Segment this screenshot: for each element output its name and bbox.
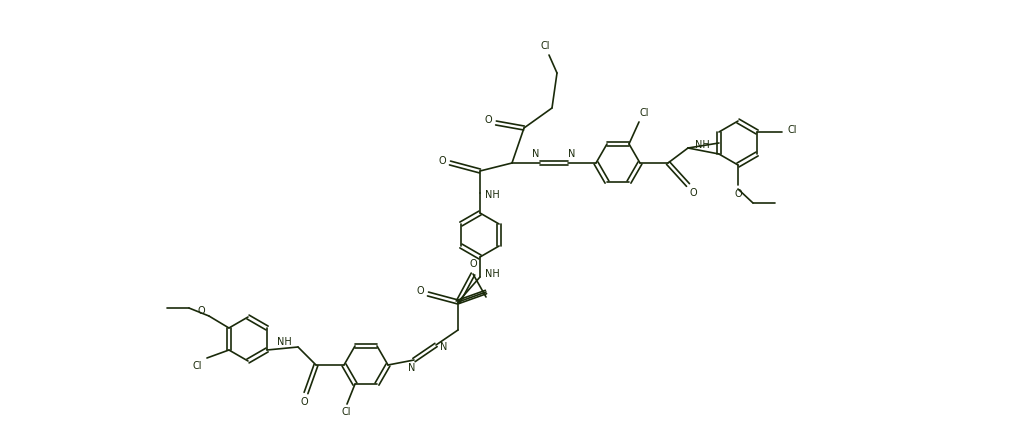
- Text: O: O: [689, 188, 697, 198]
- Text: Cl: Cl: [192, 361, 202, 371]
- Text: Cl: Cl: [540, 41, 549, 51]
- Text: Cl: Cl: [639, 108, 648, 118]
- Text: O: O: [300, 397, 308, 407]
- Text: N: N: [409, 363, 416, 373]
- Text: O: O: [416, 286, 424, 296]
- Text: O: O: [438, 156, 446, 166]
- Text: Cl: Cl: [787, 125, 796, 135]
- Text: NH: NH: [277, 337, 291, 347]
- Text: O: O: [469, 259, 476, 269]
- Text: N: N: [532, 149, 539, 159]
- Text: N: N: [568, 149, 575, 159]
- Text: NH: NH: [695, 140, 709, 150]
- Text: NH: NH: [485, 190, 499, 200]
- Text: O: O: [734, 189, 742, 199]
- Text: Cl: Cl: [342, 407, 351, 417]
- Text: O: O: [485, 115, 492, 125]
- Text: O: O: [198, 306, 205, 316]
- Text: N: N: [440, 342, 448, 352]
- Text: NH: NH: [485, 269, 499, 279]
